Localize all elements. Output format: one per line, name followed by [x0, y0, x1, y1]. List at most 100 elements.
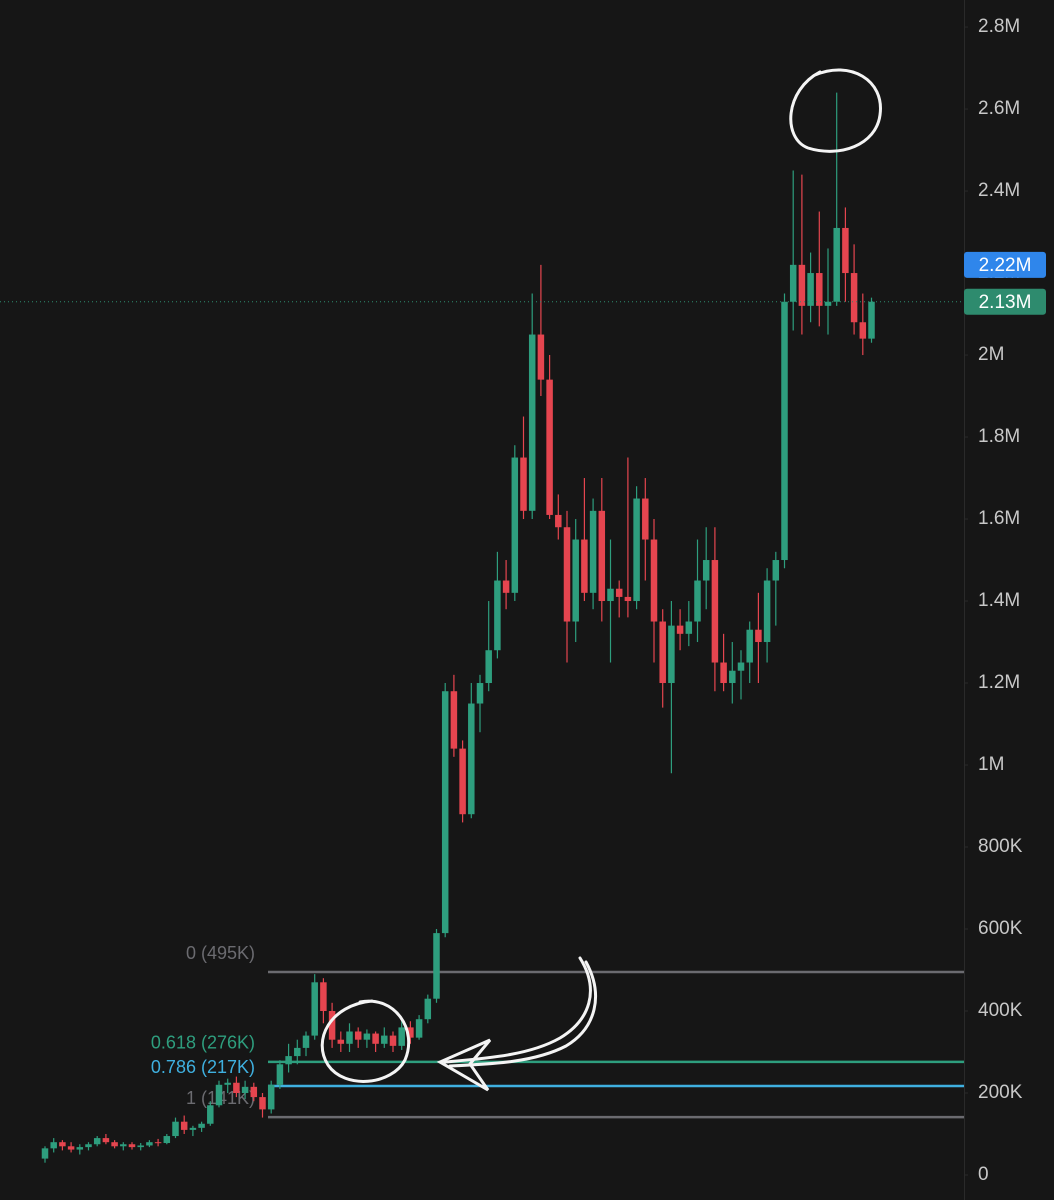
candle-body [346, 1031, 353, 1044]
candle-body [468, 703, 475, 815]
price-tag-label: 2.13M [979, 292, 1032, 313]
candle-body [581, 539, 588, 593]
candle-body [668, 625, 675, 684]
candle-body [842, 227, 849, 274]
candle-body [642, 498, 649, 540]
candle-body [241, 1086, 249, 1093]
candle-body [798, 264, 806, 306]
candle-body [589, 510, 597, 593]
candle-body [807, 273, 814, 306]
candle-body [311, 982, 318, 1036]
candle-body [746, 629, 753, 663]
candle-body [537, 334, 545, 380]
annotation-circle [789, 68, 882, 153]
candle-body [389, 1035, 397, 1046]
candle-body [207, 1105, 214, 1124]
candle-body [694, 580, 701, 622]
candle-body [85, 1144, 92, 1148]
candle-body [398, 1027, 405, 1046]
annotation-arrowhead [436, 1038, 492, 1092]
candle-body [868, 301, 875, 339]
candle-body [354, 1031, 362, 1040]
y-tick-label: 2.4M [978, 180, 1020, 201]
candle-body [615, 588, 623, 597]
candle-body [502, 580, 510, 593]
y-tick-label: 1M [978, 754, 1004, 775]
candle-body [137, 1145, 144, 1148]
candle-body [172, 1121, 179, 1137]
candle-body [476, 683, 484, 704]
y-tick-label: 200K [978, 1082, 1023, 1103]
candle-body [93, 1138, 101, 1145]
candle-body [302, 1035, 310, 1048]
candle-body [215, 1084, 223, 1106]
candle-body [772, 560, 780, 581]
candle-body [755, 629, 762, 643]
candle-body [450, 691, 458, 749]
hand-annotations [320, 68, 882, 1092]
candle-body [659, 621, 666, 684]
candle-body [572, 539, 579, 622]
y-tick-label: 1.8M [978, 426, 1020, 447]
candle-body [511, 457, 519, 593]
candle-body [224, 1082, 231, 1085]
candle-body [633, 498, 640, 602]
candle-body [459, 748, 466, 815]
y-tick-label: 2.6M [978, 98, 1020, 119]
plot-area: 0 200K 400K 600K 800K 1M 1.2M 1.4M 1.6M 1.8M 2M 2.2… [0, 16, 1046, 1185]
candle-body [528, 334, 536, 511]
y-tick-label: 1.2M [978, 672, 1020, 693]
candle-body [676, 625, 684, 634]
candle-body [711, 560, 719, 663]
candle-body [833, 227, 840, 302]
candle-body [494, 580, 501, 651]
candle-body [685, 621, 693, 634]
candle-body [789, 264, 797, 302]
candle-body [328, 1011, 336, 1040]
price-tag [964, 288, 1046, 315]
candle-body [520, 457, 527, 511]
candle-body [337, 1039, 345, 1044]
candle-body [859, 322, 867, 339]
candle-body [154, 1142, 162, 1144]
candle-body [485, 650, 492, 684]
candle-body [546, 379, 553, 515]
candle-body [163, 1136, 171, 1144]
candle-body [563, 527, 571, 622]
candle-body [102, 1138, 110, 1143]
candle-body [67, 1146, 75, 1150]
candle-body [180, 1121, 188, 1130]
fib-level-label: 0.618 (276K) [151, 1033, 255, 1053]
candle-body [363, 1033, 371, 1040]
candle-body [128, 1144, 136, 1148]
candle-body [624, 596, 632, 602]
candle-body [50, 1142, 57, 1149]
y-tick-label: 600K [978, 918, 1023, 939]
candle-body [59, 1142, 66, 1147]
candle-body [816, 273, 823, 306]
fib-level-label: 0 (495K) [186, 943, 255, 963]
y-tick-label: 0 [978, 1164, 989, 1185]
candle-body [267, 1084, 275, 1110]
candle-body [320, 982, 327, 1012]
candle-body [198, 1123, 205, 1128]
y-tick-label: 400K [978, 1000, 1023, 1021]
candle-body [415, 1019, 423, 1038]
y-tick-label: 2M [978, 344, 1004, 365]
candle-body [285, 1056, 292, 1065]
candle-body [146, 1142, 153, 1146]
candle-body [850, 273, 858, 323]
candle-body [763, 580, 771, 643]
candle-body [737, 662, 745, 671]
candle-body [607, 588, 614, 602]
candle-body [76, 1147, 84, 1150]
candle-body [276, 1064, 284, 1085]
candle-body [407, 1027, 414, 1038]
candle-body [441, 691, 449, 934]
candle-body [250, 1086, 258, 1098]
candle-body [650, 539, 658, 622]
candle-body [729, 670, 736, 684]
candle-body [555, 514, 562, 528]
